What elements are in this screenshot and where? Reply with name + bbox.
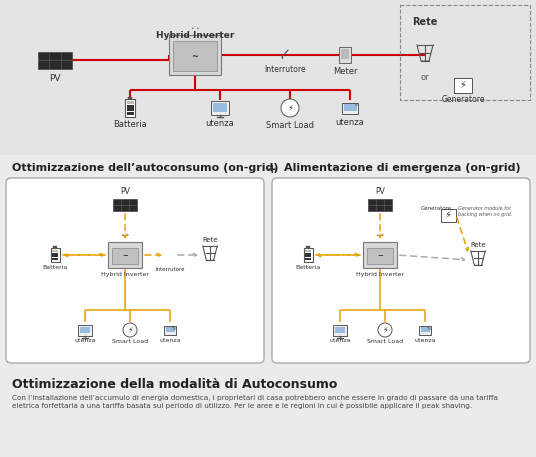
Text: Hybrid Inverter: Hybrid Inverter <box>356 272 404 277</box>
Bar <box>125 99 135 117</box>
Bar <box>333 324 347 335</box>
Text: Interrutore: Interrutore <box>155 267 185 272</box>
Bar <box>52 257 58 260</box>
Circle shape <box>281 99 299 117</box>
Text: •˙•: •˙• <box>120 233 130 238</box>
Bar <box>126 105 133 107</box>
Text: Hybrid Inverter: Hybrid Inverter <box>101 272 149 277</box>
Text: ⚡: ⚡ <box>127 325 133 335</box>
Bar <box>441 208 456 222</box>
Bar <box>38 52 72 69</box>
Bar <box>305 250 311 252</box>
Bar <box>400 5 530 100</box>
Bar <box>341 49 349 59</box>
Text: ⚡: ⚡ <box>287 103 293 112</box>
Text: Hybrid Inverter: Hybrid Inverter <box>156 31 234 40</box>
Bar <box>0 0 536 155</box>
Bar <box>52 250 58 252</box>
Bar <box>50 248 59 262</box>
Bar <box>126 108 133 111</box>
Bar <box>126 112 133 115</box>
Bar <box>335 326 345 333</box>
Text: Batteria: Batteria <box>295 265 321 270</box>
Text: Rete: Rete <box>470 242 486 248</box>
Text: utenza: utenza <box>336 118 364 127</box>
Bar <box>305 255 311 257</box>
Text: Smart Load: Smart Load <box>112 339 148 344</box>
Text: ~: ~ <box>191 52 198 60</box>
Bar <box>128 97 132 99</box>
Bar <box>363 242 397 268</box>
Text: utenza: utenza <box>329 338 351 343</box>
Text: Generatore: Generatore <box>420 206 452 211</box>
Bar <box>166 327 175 332</box>
Text: Smart Load: Smart Load <box>367 339 403 344</box>
Text: Alimentazione di emergenza (on-grid): Alimentazione di emergenza (on-grid) <box>284 163 520 173</box>
Text: PV: PV <box>375 187 385 196</box>
Text: Smart Load: Smart Load <box>266 121 314 130</box>
Bar <box>113 199 137 211</box>
Bar <box>303 248 312 262</box>
Text: PV: PV <box>120 187 130 196</box>
Text: •˙•: •˙• <box>375 233 385 238</box>
Circle shape <box>378 323 392 337</box>
Bar <box>80 326 90 333</box>
Bar <box>112 248 138 264</box>
Text: ⚡: ⚡ <box>382 325 388 335</box>
Bar <box>213 103 227 112</box>
Text: Batteria: Batteria <box>113 120 147 129</box>
Bar <box>52 255 58 257</box>
Text: Ottimizzazione dell’autoconsumo (on-grid): Ottimizzazione dell’autoconsumo (on-grid… <box>12 163 279 173</box>
Bar <box>306 246 310 248</box>
Text: Ottimizzazione della modalità di Autoconsumo: Ottimizzazione della modalità di Autocon… <box>12 378 337 391</box>
Text: Batteria: Batteria <box>42 265 68 270</box>
Circle shape <box>123 323 137 337</box>
Text: Con l’installazione dell’accumulo di energia domestica, i proprietari di casa po: Con l’installazione dell’accumulo di ene… <box>12 395 498 409</box>
Bar <box>211 101 229 115</box>
Text: Rete: Rete <box>202 237 218 243</box>
Bar <box>53 246 57 248</box>
Text: +: + <box>267 163 277 176</box>
Text: TV: TV <box>172 326 177 330</box>
Bar <box>344 104 356 111</box>
Bar <box>169 35 221 75</box>
Bar <box>164 325 176 335</box>
Bar <box>342 102 358 113</box>
Text: Generator module for
backing when no grid.: Generator module for backing when no gri… <box>458 206 512 217</box>
Bar <box>108 242 142 268</box>
Text: TV: TV <box>427 326 432 330</box>
Text: ~: ~ <box>122 253 128 259</box>
Bar <box>78 324 92 335</box>
Text: utenza: utenza <box>159 338 181 343</box>
Text: Meter: Meter <box>333 67 358 76</box>
Bar <box>305 257 311 260</box>
Text: ⚡: ⚡ <box>444 210 451 220</box>
Bar <box>52 253 58 255</box>
Text: Rete: Rete <box>412 17 438 27</box>
Bar <box>419 325 431 335</box>
Text: or: or <box>421 73 429 82</box>
FancyBboxPatch shape <box>6 178 264 363</box>
Bar <box>421 327 429 332</box>
Bar <box>173 41 217 71</box>
Text: TV: TV <box>353 103 358 107</box>
Text: utenza: utenza <box>414 338 436 343</box>
Text: ~: ~ <box>377 253 383 259</box>
Text: ⚡: ⚡ <box>459 80 466 90</box>
Bar <box>454 78 472 92</box>
Bar <box>368 199 392 211</box>
Bar <box>126 101 133 104</box>
Bar <box>305 253 311 255</box>
Text: utenza: utenza <box>206 119 234 128</box>
Text: Interrutore: Interrutore <box>264 65 306 74</box>
FancyBboxPatch shape <box>272 178 530 363</box>
Bar <box>339 47 351 63</box>
Text: PV: PV <box>49 74 61 83</box>
Text: •˙•: •˙• <box>190 26 200 31</box>
Text: Generatore: Generatore <box>441 95 485 104</box>
Bar <box>367 248 393 264</box>
Text: utenza: utenza <box>75 338 96 343</box>
